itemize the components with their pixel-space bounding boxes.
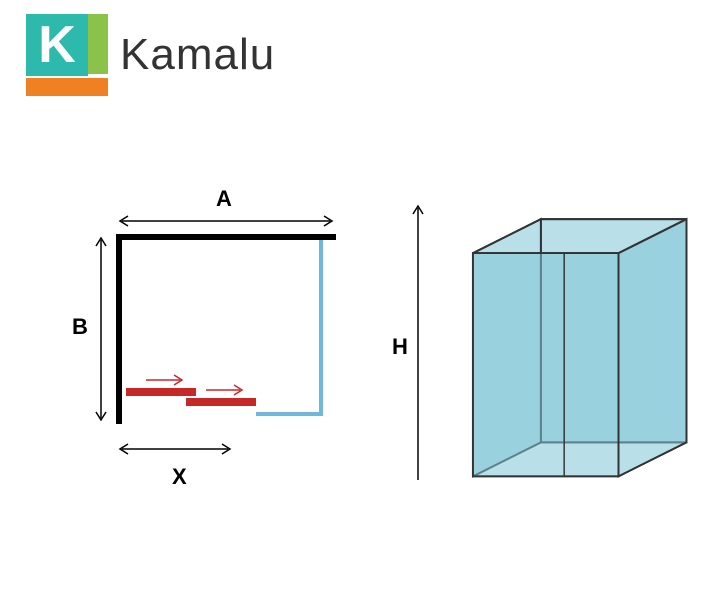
dim-arrow-h: [408, 200, 428, 480]
logo-letter: K: [26, 14, 88, 76]
iso-canvas: [440, 190, 700, 520]
iso-view: H: [400, 190, 700, 550]
plan-canvas: [116, 234, 336, 424]
dim-label-x: X: [172, 464, 187, 490]
brand-logo-mark: K: [26, 14, 108, 96]
dim-label-a: A: [216, 186, 232, 212]
brand-name: Kamalu: [120, 30, 275, 80]
dim-arrow-b: [94, 234, 108, 424]
logo-green-block: [88, 14, 108, 74]
logo-orange-block: [26, 78, 108, 96]
dim-label-h: H: [392, 334, 408, 360]
dim-arrow-x: [116, 442, 236, 456]
dim-arrow-a: [116, 214, 336, 228]
page: K Kamalu A B X: [0, 0, 728, 600]
diagram-area: A B X: [0, 190, 728, 570]
dim-label-b: B: [72, 314, 88, 340]
brand-logo: K Kamalu: [26, 14, 275, 96]
plan-view: A B X: [60, 190, 360, 530]
